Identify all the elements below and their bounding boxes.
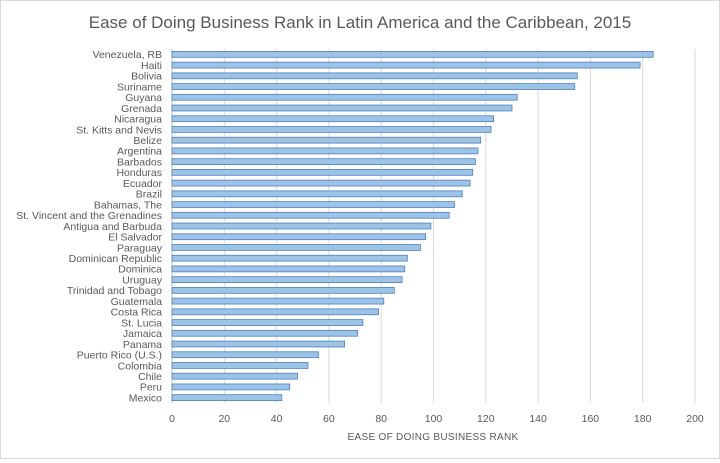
bar [171,136,481,144]
category-label: Mexico [129,392,162,404]
x-tick-label: 60 [323,413,335,425]
bar [171,51,654,58]
bar [171,244,421,251]
bar [171,329,359,337]
category-label: Nicaragua [114,114,162,126]
category-label: St. Vincent and the Grenadines [16,210,162,222]
bars [171,51,654,401]
bar [171,362,309,369]
bar [171,72,578,80]
bar [171,115,495,123]
category-label: Trinidad and Tobago [67,285,162,297]
bar [171,104,513,112]
category-label: Costa Rica [111,307,163,319]
bar [171,158,476,165]
category-label: Uruguay [122,274,162,286]
category-label: Paraguay [117,242,163,254]
category-labels: Venezuela, RBHaitiBoliviaSurinameGuyanaG… [16,49,162,404]
category-label: Honduras [116,167,162,179]
category-label: Guyana [125,92,162,104]
bar [171,340,345,348]
x-tick-labels: 0 20 40 60 80 100 120 140 160 180 200 [169,413,704,425]
x-axis-title: EASE OF DOING BUSINESS RANK [348,432,519,443]
category-label: Peru [140,382,162,394]
category-label: Barbados [117,156,162,168]
bar [171,93,518,101]
x-tick-label: 0 [169,413,175,425]
category-label: Puerto Rico (U.S.) [77,350,162,362]
category-label: St. Lucia [121,317,162,329]
bar [171,287,395,294]
category-label: Venezuela, RB [93,49,162,61]
category-label: Antigua and Barbuda [63,221,162,233]
bar [171,297,385,305]
category-label: Bahamas, The [94,199,162,211]
bar [171,222,432,230]
chart-title: Ease of Doing Business Rank in Latin Ame… [89,13,631,32]
bar [171,394,283,401]
category-label: Grenada [121,103,162,115]
bar [171,61,641,69]
category-label: Haiti [141,60,162,72]
bar [171,147,479,155]
bar [171,254,408,262]
x-tick-label: 20 [218,413,230,425]
category-label: Brazil [136,189,162,201]
bar [171,319,364,326]
x-tick-label: 200 [686,413,704,425]
bar [171,276,403,283]
x-tick-label: 40 [271,413,283,425]
category-label: Panama [123,339,162,351]
category-label: Argentina [117,146,162,158]
x-tick-label: 120 [477,413,495,425]
bar [171,265,406,273]
category-label: Jamaica [123,328,162,340]
category-label: St. Kitts and Nevis [76,124,162,136]
x-tick-label: 180 [634,413,652,425]
bar [171,308,379,316]
category-label: Belize [133,135,162,147]
bar [171,233,427,241]
category-label: El Salvador [108,232,162,244]
bar [171,351,319,359]
bar [171,190,463,198]
bar [171,126,492,133]
bar [171,83,576,90]
x-tick-label: 100 [425,413,443,425]
x-tick-label: 160 [582,413,600,425]
x-tick-label: 80 [375,413,387,425]
bar [171,169,474,176]
bar [171,179,471,187]
category-label: Bolivia [131,71,162,83]
category-label: Dominica [118,264,162,276]
bar [171,383,291,391]
category-label: Ecuador [123,178,163,190]
category-label: Dominican Republic [69,253,162,265]
category-label: Colombia [118,360,163,372]
x-tick-label: 140 [529,413,547,425]
category-label: Guatemala [111,296,163,308]
bar [171,201,455,208]
bar [171,372,298,380]
bar [171,211,450,219]
category-label: Suriname [117,81,162,93]
category-label: Chile [138,371,162,383]
